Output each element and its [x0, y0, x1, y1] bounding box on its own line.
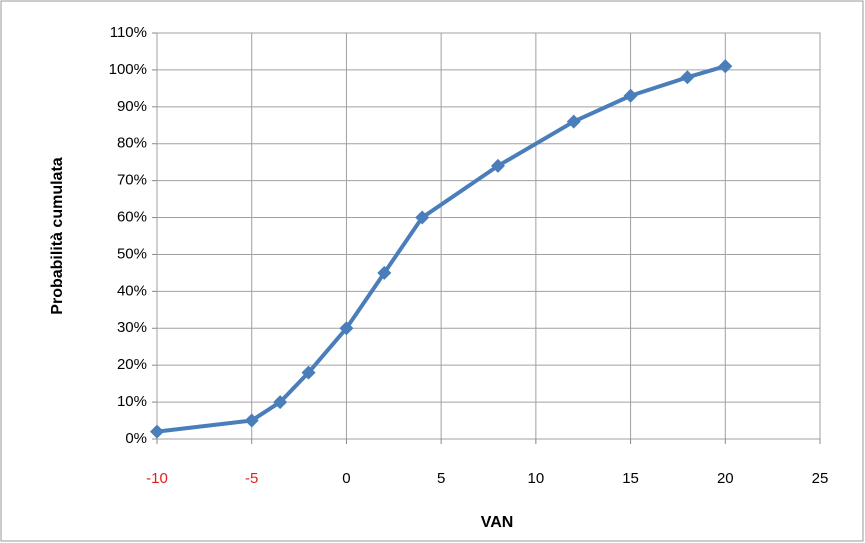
y-tick-label: 50%: [117, 245, 147, 262]
y-tick-label: 90%: [117, 98, 147, 115]
point-marker: [566, 114, 581, 129]
x-tick-label: 15: [622, 470, 639, 487]
point-marker: [150, 424, 164, 439]
x-tick-label: 25: [812, 470, 829, 487]
y-tick-label: 0%: [125, 430, 147, 447]
point-marker: [490, 158, 505, 173]
point-marker: [680, 70, 695, 85]
point-marker: [244, 413, 259, 428]
y-tick-label: 80%: [117, 135, 147, 152]
x-tick-label: -10: [146, 470, 168, 487]
y-tick-label: 100%: [109, 61, 147, 78]
point-marker: [718, 59, 733, 74]
point-marker: [415, 210, 430, 225]
x-tick-label: -5: [245, 470, 258, 487]
y-tick-label: 20%: [117, 356, 147, 373]
x-axis-title: VAN: [481, 514, 514, 531]
series-line: [156, 64, 726, 434]
y-tick-label: 10%: [117, 393, 147, 410]
x-tick-label: 5: [437, 470, 445, 487]
point-marker: [623, 88, 638, 103]
plot-area: [156, 32, 821, 440]
y-tick-label: 110%: [110, 24, 147, 41]
point-marker: [377, 265, 392, 280]
point-marker: [301, 365, 316, 380]
y-tick-label: 30%: [117, 319, 147, 336]
y-tick-label: 40%: [117, 282, 147, 299]
point-marker: [339, 321, 354, 336]
point-marker: [273, 395, 288, 410]
y-tick-label: 60%: [117, 209, 147, 226]
x-tick-label: 10: [528, 470, 545, 487]
y-axis-title: Probabilità cumulata: [49, 157, 66, 314]
x-tick-label: 0: [342, 470, 350, 487]
y-tick-label: 70%: [117, 172, 147, 189]
x-tick-label: 20: [717, 470, 734, 487]
